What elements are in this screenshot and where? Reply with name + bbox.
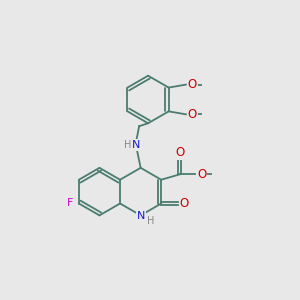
Text: F: F xyxy=(68,199,74,208)
Text: O: O xyxy=(179,197,189,210)
Text: N: N xyxy=(132,140,140,150)
Text: O: O xyxy=(197,168,206,181)
Text: H: H xyxy=(147,216,154,226)
Text: N: N xyxy=(136,211,145,221)
Text: H: H xyxy=(124,140,131,150)
Text: O: O xyxy=(188,78,197,91)
Text: O: O xyxy=(175,146,184,159)
Text: O: O xyxy=(188,108,197,121)
